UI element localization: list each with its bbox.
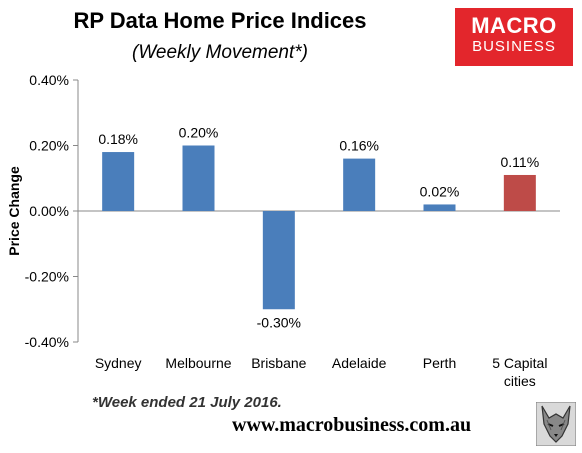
category-label-2: Brisbane <box>251 355 306 371</box>
logo-line-1: MACRO <box>471 13 557 38</box>
bar-5 <box>503 174 536 211</box>
chart-title: RP Data Home Price Indices <box>73 8 367 33</box>
macro-business-logo: MACRO BUSINESS <box>455 8 573 66</box>
y-tick-label: -0.40% <box>25 334 69 350</box>
category-label-5: cities <box>504 373 536 389</box>
footnote: *Week ended 21 July 2016. <box>92 394 282 411</box>
category-label-1: Melbourne <box>165 355 231 371</box>
bar-1 <box>182 145 215 211</box>
y-tick-label: 0.40% <box>29 72 69 88</box>
category-label-3: Adelaide <box>332 355 387 371</box>
bar-2 <box>262 211 295 310</box>
data-label-5: 0.11% <box>500 154 539 170</box>
category-label-5: 5 Capital <box>492 355 547 371</box>
y-tick-label: -0.20% <box>25 269 69 285</box>
data-label-1: 0.20% <box>179 125 219 141</box>
category-label-0: Sydney <box>95 355 142 371</box>
category-label-4: Perth <box>423 355 456 371</box>
bar-0 <box>102 152 135 211</box>
y-axis-label: Price Change <box>6 166 22 256</box>
logo-line-2: BUSINESS <box>472 38 556 55</box>
data-label-2: -0.30% <box>257 314 301 330</box>
data-label-4: 0.02% <box>420 183 460 199</box>
bar-4 <box>423 204 456 211</box>
bar-3 <box>343 158 376 211</box>
data-label-3: 0.16% <box>339 138 379 154</box>
wolf-icon <box>536 402 576 446</box>
chart-subtitle: (Weekly Movement*) <box>132 42 308 63</box>
site-url[interactable]: www.macrobusiness.com.au <box>232 414 472 436</box>
data-label-0: 0.18% <box>98 131 138 147</box>
y-tick-label: 0.00% <box>29 203 69 219</box>
y-tick-label: 0.20% <box>29 138 69 154</box>
